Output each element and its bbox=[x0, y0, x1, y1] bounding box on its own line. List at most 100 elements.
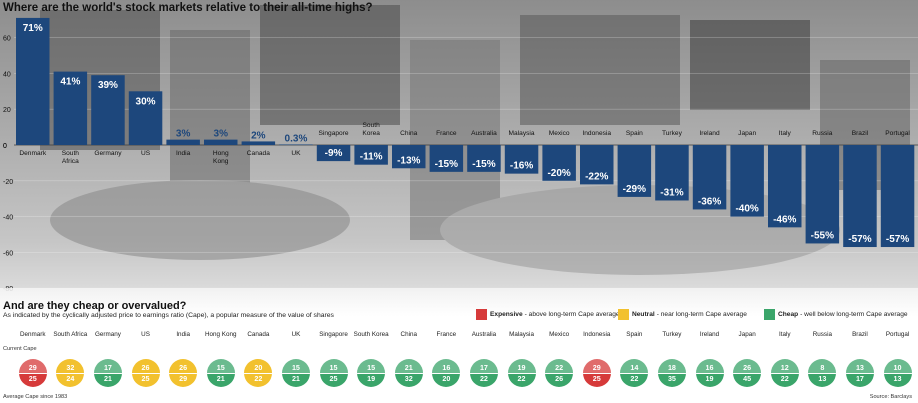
cape-indicator: 19 22 bbox=[506, 358, 537, 388]
current-cape-value: 13 bbox=[845, 359, 874, 373]
data-label: -13% bbox=[397, 155, 420, 166]
data-label: 71% bbox=[23, 23, 43, 34]
data-label: -9% bbox=[325, 148, 343, 159]
category-label: UK bbox=[291, 150, 301, 157]
current-cape-value: 16 bbox=[695, 359, 724, 373]
average-cape-value: 21 bbox=[206, 373, 235, 387]
current-cape-value: 18 bbox=[657, 359, 686, 373]
data-label: -36% bbox=[698, 196, 721, 207]
current-cape-value: 20 bbox=[244, 359, 273, 373]
cape-indicator: 17 21 bbox=[92, 358, 123, 388]
average-cape-value: 25 bbox=[18, 373, 47, 387]
cape-indicator: 29 25 bbox=[17, 358, 48, 388]
valuation-country-label: Germany bbox=[94, 331, 121, 338]
divider bbox=[695, 373, 724, 374]
background-photo bbox=[40, 5, 910, 275]
bar bbox=[504, 145, 539, 174]
current-cape-value: 26 bbox=[733, 359, 762, 373]
average-cape-value: 25 bbox=[582, 373, 611, 387]
current-cape-value: 14 bbox=[620, 359, 649, 373]
category-label: South bbox=[62, 150, 80, 157]
current-cape-value: 10 bbox=[883, 359, 912, 373]
average-cape-value: 19 bbox=[357, 373, 386, 387]
category-label: Russia bbox=[812, 130, 832, 137]
average-cape-value: 19 bbox=[695, 373, 724, 387]
category-label: Malaysia bbox=[509, 130, 535, 137]
y-tick-label: -20 bbox=[3, 179, 13, 186]
bar bbox=[768, 145, 802, 228]
cape-indicator: 16 20 bbox=[431, 358, 462, 388]
divider bbox=[131, 373, 160, 374]
average-cape-value: 35 bbox=[657, 373, 686, 387]
cape-indicator: 32 24 bbox=[55, 358, 86, 388]
bar bbox=[316, 145, 351, 162]
y-tick-label: 0 bbox=[3, 143, 7, 150]
divider bbox=[357, 373, 386, 374]
divider bbox=[206, 373, 235, 374]
cheap-swatch bbox=[764, 309, 775, 320]
bar bbox=[730, 145, 764, 217]
cape-indicator: 21 32 bbox=[393, 358, 424, 388]
bar bbox=[279, 144, 313, 146]
current-cape-value: 29 bbox=[18, 359, 47, 373]
current-cape-value: 29 bbox=[582, 359, 611, 373]
cape-indicator: 22 26 bbox=[544, 358, 575, 388]
current-cape-value: 15 bbox=[319, 359, 348, 373]
cape-indicator: 29 25 bbox=[581, 358, 612, 388]
current-cape-label: Current Cape bbox=[3, 346, 37, 352]
bar bbox=[655, 145, 689, 201]
bar bbox=[467, 145, 501, 172]
data-label: 3% bbox=[214, 129, 229, 140]
legend-expensive-key: Expensive bbox=[490, 311, 523, 318]
data-label: 41% bbox=[60, 77, 80, 88]
valuation-country-label: Italy bbox=[778, 331, 791, 338]
category-label: Mexico bbox=[549, 130, 570, 137]
divider bbox=[394, 373, 423, 374]
valuation-country-label: Indonesia bbox=[583, 331, 611, 338]
divider bbox=[620, 373, 649, 374]
category-label: Germany bbox=[94, 150, 122, 157]
category-label: Ireland bbox=[699, 130, 719, 137]
average-cape-label: Average Cape since 1983 bbox=[3, 394, 68, 400]
current-cape-value: 32 bbox=[56, 359, 85, 373]
valuation-country-label: Japan bbox=[738, 331, 756, 338]
cape-indicator: 14 22 bbox=[619, 358, 650, 388]
current-cape-value: 17 bbox=[469, 359, 498, 373]
category-label: South bbox=[363, 122, 381, 129]
bar bbox=[843, 145, 877, 248]
y-tick-label: -60 bbox=[3, 250, 13, 257]
current-cape-value: 8 bbox=[808, 359, 837, 373]
cape-indicator: 26 29 bbox=[168, 358, 199, 388]
valuation-country-label: China bbox=[400, 331, 417, 338]
average-cape-value: 13 bbox=[808, 373, 837, 387]
cape-indicator: 8 13 bbox=[807, 358, 838, 388]
legend-neutral-key: Neutral bbox=[632, 311, 655, 318]
chart-title: Where are the world's stock markets rela… bbox=[3, 2, 373, 14]
valuation-country-label: UK bbox=[291, 331, 301, 338]
average-cape-value: 25 bbox=[131, 373, 160, 387]
divider bbox=[733, 373, 762, 374]
valuation-country-label: Australia bbox=[471, 331, 497, 338]
current-cape-value: 12 bbox=[770, 359, 799, 373]
bar-chart: 6040200-20-40-60-80071%Denmark41%SouthAf… bbox=[3, 17, 918, 293]
current-cape-value: 17 bbox=[93, 359, 122, 373]
category-label: China bbox=[400, 130, 418, 137]
data-label: -22% bbox=[585, 171, 608, 182]
valuation-country-label: Turkey bbox=[662, 331, 682, 338]
cape-indicator: 15 25 bbox=[318, 358, 349, 388]
category-label: Portugal bbox=[885, 130, 910, 137]
bar bbox=[166, 139, 200, 145]
data-label: -57% bbox=[886, 234, 909, 245]
cape-indicator: 16 19 bbox=[694, 358, 725, 388]
category-label: Kong bbox=[213, 158, 229, 165]
valuation-country-label: Canada bbox=[247, 331, 270, 338]
divider bbox=[507, 373, 536, 374]
cape-indicator: 13 17 bbox=[844, 358, 875, 388]
cape-indicator: 12 22 bbox=[769, 358, 800, 388]
divider bbox=[469, 373, 498, 374]
current-cape-value: 15 bbox=[357, 359, 386, 373]
source-note: Source: Barclays bbox=[869, 394, 912, 400]
data-label: -11% bbox=[360, 152, 383, 163]
valuation-country-label: Spain bbox=[626, 331, 643, 338]
valuation-country-label: India bbox=[176, 331, 190, 338]
